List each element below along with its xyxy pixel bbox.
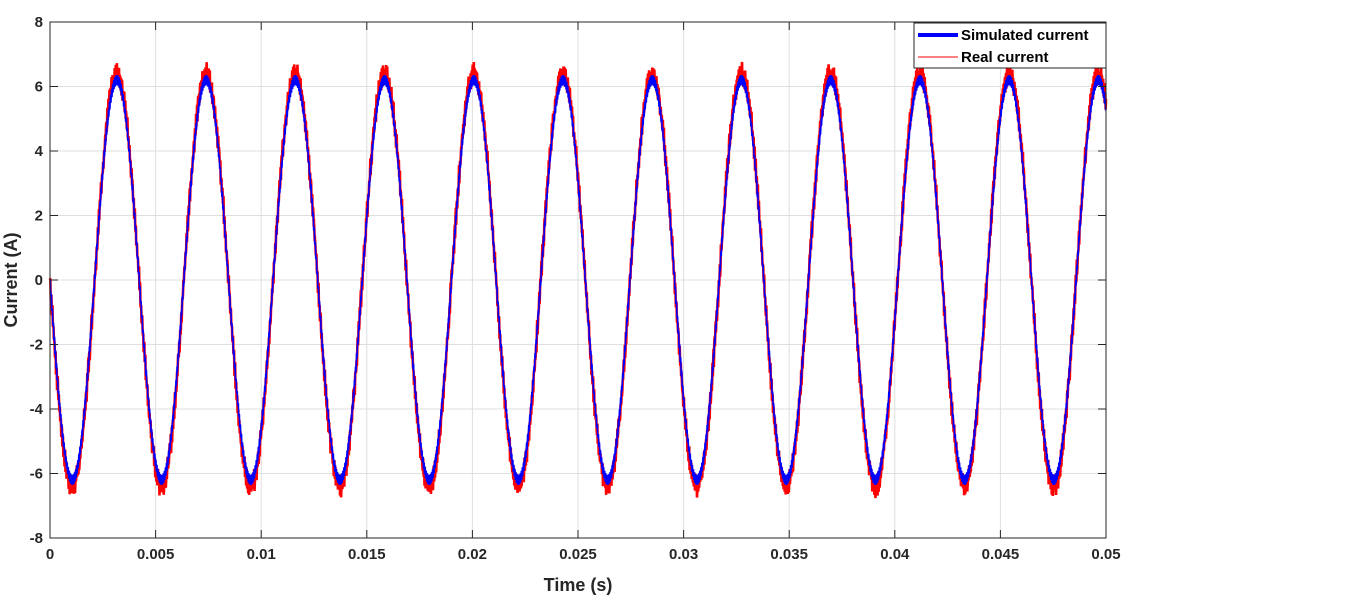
y-tick-label: 4 — [35, 143, 44, 160]
x-axis-label: Time (s) — [544, 575, 613, 595]
y-tick-label: 6 — [35, 79, 43, 96]
y-tick-label: -8 — [30, 530, 43, 547]
x-tick-label: 0.005 — [137, 546, 175, 563]
y-tick-label: 2 — [35, 208, 43, 225]
axis-ticks: 0 0.005 0.01 0.015 0.02 0.025 0.03 0.035 0.04 0.0… — [30, 14, 1121, 563]
legend-label-simulated: Simulated current — [961, 27, 1089, 44]
series-line-simulated-current — [49, 74, 1107, 486]
x-tick-label: 0.035 — [770, 546, 808, 563]
legend-box — [913, 22, 1107, 69]
legend-label-real: Real current — [961, 49, 1049, 66]
x-tick-label: 0.045 — [982, 546, 1020, 563]
x-tick-label: 0.025 — [559, 546, 597, 563]
x-tick-label: 0.015 — [348, 546, 386, 563]
x-tick-label: 0.03 — [669, 546, 698, 563]
x-tick-label: 0.02 — [458, 546, 487, 563]
x-tick-label: 0.05 — [1091, 546, 1120, 563]
y-tick-label: -6 — [30, 466, 43, 483]
legend: Simulated current Real current — [913, 22, 1107, 69]
y-tick-label: -2 — [30, 337, 43, 354]
series-layer — [48, 61, 1108, 499]
y-tick-label: -4 — [30, 401, 44, 418]
x-tick-label: 0 — [46, 546, 54, 563]
y-tick-label: 0 — [35, 272, 43, 289]
y-tick-label: 8 — [35, 14, 43, 31]
y-axis-label: Current (A) — [1, 233, 21, 328]
x-tick-label: 0.04 — [880, 546, 910, 563]
x-tick-label: 0.01 — [247, 546, 276, 563]
